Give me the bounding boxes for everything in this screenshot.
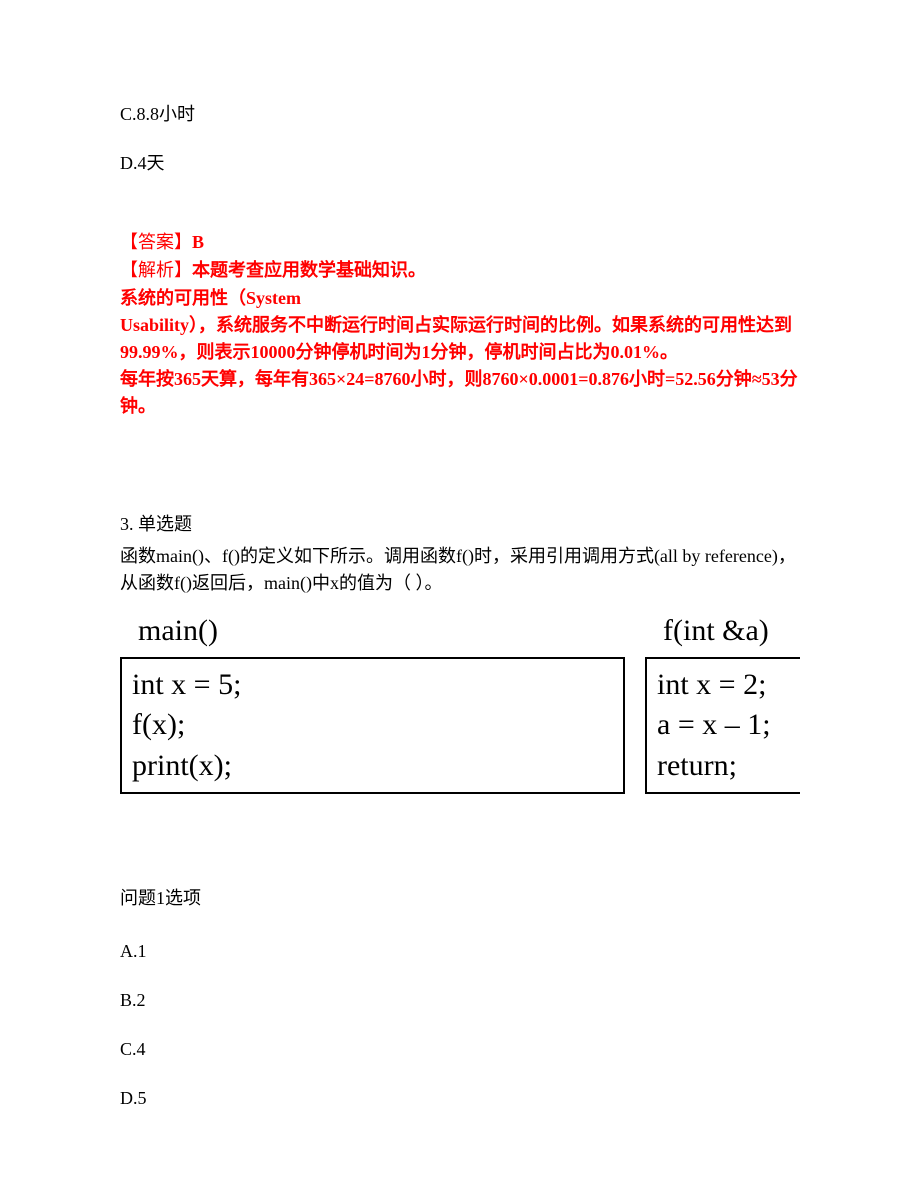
code-main-header: main()	[120, 607, 625, 657]
explanation-line-2: Usability），系统服务不中断运行时间占实际运行时间的比例。如果系统的可用…	[120, 312, 800, 366]
code-main-box: int x = 5; f(x); print(x);	[120, 657, 625, 795]
code-main-col: main() int x = 5; f(x); print(x);	[120, 607, 625, 795]
option-c: C.8.8小时	[120, 100, 800, 129]
q3-option-d: D.5	[120, 1084, 800, 1113]
explanation-line-1: 系统的可用性（System	[120, 285, 800, 312]
option-d: D.4天	[120, 149, 800, 178]
code-f-l2: a = x – 1;	[657, 705, 790, 746]
question-number: 3. 单选题	[120, 510, 800, 539]
code-f-box: int x = 2; a = x – 1; return;	[645, 657, 800, 795]
question-stem: 函数main()、f()的定义如下所示。调用函数f()时，采用引用调用方式(al…	[120, 543, 800, 597]
answer-line: 【答案】B	[120, 228, 800, 257]
q3-option-b: B.2	[120, 986, 800, 1015]
answer-label: 【答案】	[120, 232, 192, 252]
answer-value: B	[192, 232, 204, 252]
q3-option-c: C.4	[120, 1035, 800, 1064]
code-main-l1: int x = 5;	[132, 665, 613, 706]
code-main-l3: print(x);	[132, 746, 613, 787]
sub-question-label: 问题1选项	[120, 884, 800, 913]
code-row: main() int x = 5; f(x); print(x); f(int …	[120, 607, 800, 795]
code-f-l3: return;	[657, 746, 790, 787]
code-f-l1: int x = 2;	[657, 665, 790, 706]
explanation-line-3: 每年按365天算，每年有365×24=8760小时，则8760×0.0001=0…	[120, 366, 800, 420]
code-main-l2: f(x);	[132, 705, 613, 746]
explanation-title: 本题考查应用数学基础知识。	[192, 260, 426, 280]
explanation-title-line: 【解析】本题考查应用数学基础知识。	[120, 256, 800, 285]
code-f-col: f(int &a) int x = 2; a = x – 1; return;	[645, 607, 800, 795]
q3-option-a: A.1	[120, 937, 800, 966]
code-f-header: f(int &a)	[645, 607, 800, 657]
explanation-label: 【解析】	[120, 260, 192, 280]
